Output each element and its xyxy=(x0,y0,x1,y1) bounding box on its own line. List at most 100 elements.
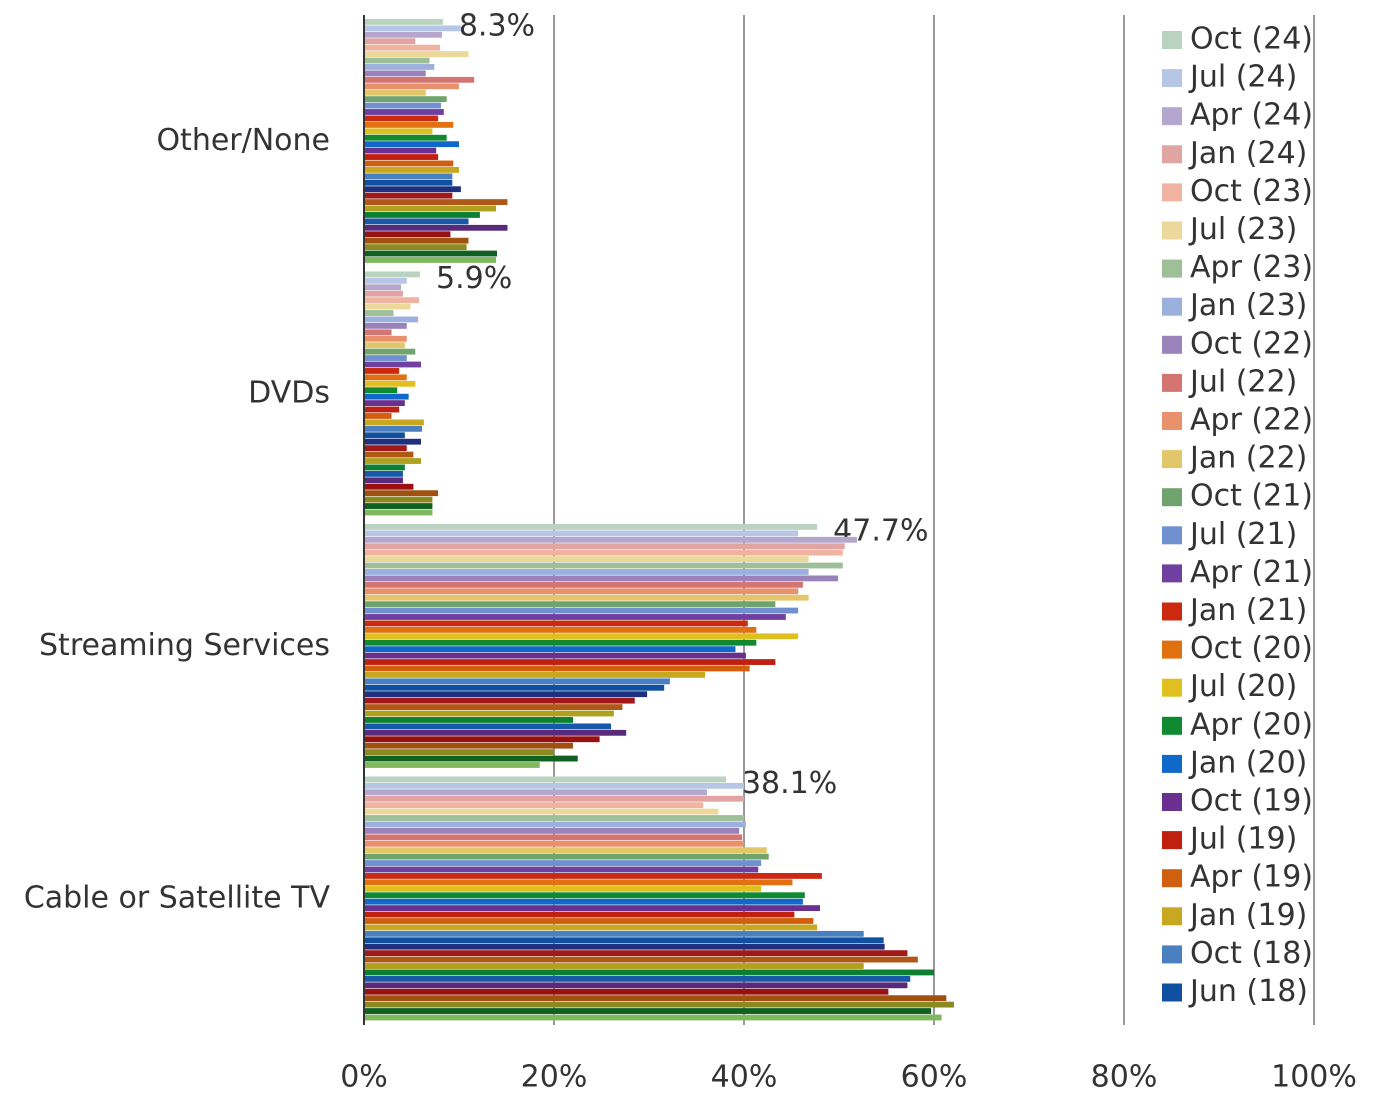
legend-label: Apr (20) xyxy=(1190,707,1313,742)
legend-swatch xyxy=(1162,450,1182,469)
bar xyxy=(364,89,426,96)
bar xyxy=(364,25,461,32)
bar xyxy=(364,303,411,310)
legend-label: Oct (22) xyxy=(1190,326,1313,361)
bar xyxy=(364,562,843,569)
legend-swatch xyxy=(1162,221,1182,240)
category-label: Cable or Satellite TV xyxy=(24,880,331,915)
bar xyxy=(364,109,444,115)
legend-label: Jul (24) xyxy=(1188,60,1297,95)
legend-label: Oct (19) xyxy=(1190,784,1313,819)
bar xyxy=(364,96,447,103)
legend-label: Oct (24) xyxy=(1190,22,1313,57)
bar xyxy=(364,802,704,809)
bar xyxy=(364,297,420,304)
legend-label: Jan (19) xyxy=(1188,898,1307,933)
bar xyxy=(364,335,407,342)
bar xyxy=(364,729,627,736)
bar xyxy=(364,348,416,355)
bar xyxy=(364,470,403,477)
bar xyxy=(364,290,403,297)
bar xyxy=(364,601,776,608)
bar xyxy=(364,620,748,627)
bar xyxy=(364,543,845,550)
legend-label: Oct (20) xyxy=(1190,631,1313,666)
bar xyxy=(364,1008,932,1014)
bar xyxy=(364,524,818,530)
bar xyxy=(364,237,469,244)
legend-label: Jun (18) xyxy=(1188,974,1308,1009)
bar xyxy=(364,355,407,361)
bar xyxy=(364,186,461,193)
bar xyxy=(364,776,726,783)
legend-label: Apr (21) xyxy=(1190,555,1313,590)
bar xyxy=(364,588,799,595)
bar xyxy=(364,995,947,1002)
legend-swatch xyxy=(1162,31,1182,49)
bar xyxy=(364,31,442,38)
bar xyxy=(364,490,439,497)
category-label: Other/None xyxy=(156,123,330,158)
legend-swatch xyxy=(1162,602,1182,621)
bar xyxy=(364,400,405,407)
bar xyxy=(364,1014,942,1021)
bar xyxy=(364,697,635,704)
legend-swatch xyxy=(1162,297,1182,316)
bar xyxy=(364,684,665,691)
bar xyxy=(364,789,707,796)
bar xyxy=(364,70,426,77)
bar xyxy=(364,134,447,141)
bar xyxy=(364,368,400,374)
bar xyxy=(364,154,439,160)
bar xyxy=(364,406,400,413)
legend-swatch xyxy=(1162,983,1182,1002)
bar xyxy=(364,413,392,419)
bar xyxy=(364,361,421,368)
bar xyxy=(364,943,885,950)
bar xyxy=(364,160,454,167)
bar xyxy=(364,762,540,768)
bar xyxy=(364,231,451,238)
bar xyxy=(364,704,623,710)
bar xyxy=(364,639,757,646)
bar xyxy=(364,536,858,543)
bar xyxy=(364,257,497,263)
legend-swatch xyxy=(1162,640,1182,659)
bar xyxy=(364,271,421,278)
bar xyxy=(364,64,435,70)
bar xyxy=(364,458,421,464)
legend-label: Jul (21) xyxy=(1188,517,1297,552)
bar xyxy=(364,956,918,963)
bar xyxy=(364,924,818,931)
bar xyxy=(364,665,750,672)
bar xyxy=(364,445,407,452)
legend-swatch xyxy=(1162,335,1182,354)
bar xyxy=(364,652,746,659)
bar xyxy=(364,691,648,698)
bar xyxy=(364,575,839,582)
bar xyxy=(364,815,744,821)
bar xyxy=(364,419,424,426)
bar xyxy=(364,905,820,912)
bar xyxy=(364,678,670,685)
legend-label: Jan (24) xyxy=(1188,136,1307,171)
bar xyxy=(364,556,809,563)
bar xyxy=(364,755,578,762)
bar xyxy=(364,509,433,516)
bar xyxy=(364,866,759,873)
legend-label: Apr (23) xyxy=(1190,250,1313,285)
bar xyxy=(364,594,809,601)
bar xyxy=(364,179,453,186)
legend-label: Jan (20) xyxy=(1188,745,1307,780)
legend-label: Jan (23) xyxy=(1188,288,1307,323)
bar xyxy=(364,115,439,122)
x-tick-label: 80% xyxy=(1091,1060,1158,1095)
legend-swatch xyxy=(1162,373,1182,392)
bar xyxy=(364,749,554,756)
legend-label: Apr (19) xyxy=(1190,860,1313,895)
legend-swatch xyxy=(1162,145,1182,164)
bar xyxy=(364,918,814,924)
legend-label: Oct (23) xyxy=(1190,174,1313,209)
bar xyxy=(364,581,803,588)
